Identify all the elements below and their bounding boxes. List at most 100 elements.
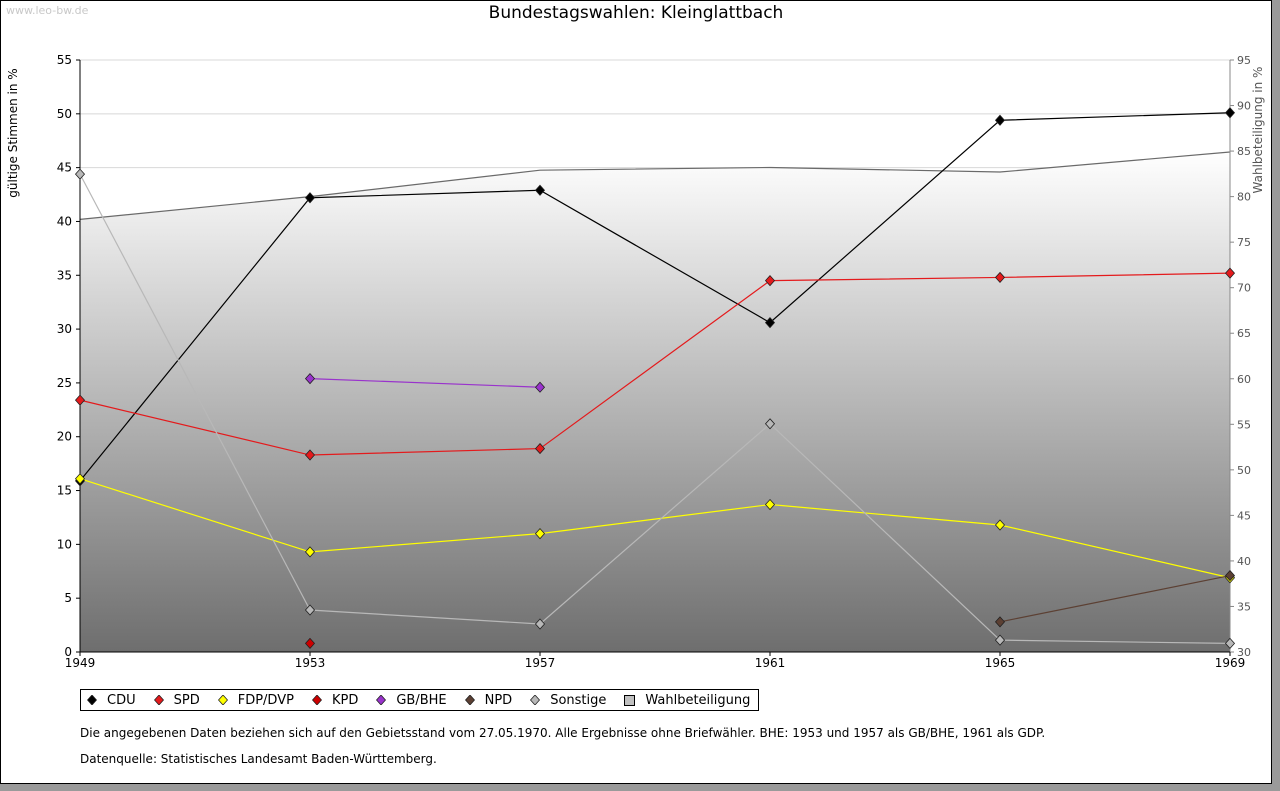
y2-tick-label-35: 35 [1237,600,1251,613]
marker-sonstige-1969 [1224,637,1236,649]
y2-tick-label-95: 95 [1237,54,1251,67]
marker-spd-1957 [534,442,546,455]
marker-cdu-1961 [764,317,776,329]
legend-item-fdp-dvp: FDP/DVP [217,692,294,708]
legend-marker-gb-bhe [376,695,387,705]
y-tick-label-0: 0 [64,645,72,659]
marker-kpd-1953 [304,637,316,649]
legend-label-sonstige: Sonstige [550,692,607,708]
series-line-gb-bhe-0 [309,378,541,388]
x-tick-label-1965: 1965 [985,656,1016,670]
x-tick-label-1969: 1969 [1215,656,1246,670]
y-tick-label-30: 30 [57,322,72,336]
y2-tick-label-65: 65 [1237,327,1251,340]
marker-gb-bhe-1953 [304,373,316,385]
marker-spd-1949 [74,394,86,406]
series-line-npd-0 [999,574,1231,623]
y-tick-label-15: 15 [57,484,72,498]
y-tick-label-50: 50 [57,107,72,121]
y-tick-label-5: 5 [64,591,72,605]
y2-tick-label-80: 80 [1237,191,1251,204]
y2-tick-label-70: 70 [1237,282,1251,295]
marker-fdp-dvp-1961 [764,498,776,511]
legend-item-wahlbeteiligung: Wahlbeteiligung [624,693,750,708]
legend-item-sonstige: Sonstige [530,693,606,708]
chart-title: Bundestagswahlen: Kleinglattbach [488,3,784,23]
series-line-fdp-dvp-0 [79,478,1231,579]
marker-cdu-1957 [534,184,546,196]
y2-tick-label-55: 55 [1237,418,1251,431]
axes: 0 5 10 15 20 25 30 35 40 45 50 55 30 35 40 45 50 55 60 65 70… [57,53,1251,670]
legend-marker-wahlbeteiligung [624,694,636,706]
legend-label-kpd: KPD [331,692,359,708]
legend-label-wahlbeteiligung: Wahlbeteiligung [645,692,751,708]
y2-tick-label-75: 75 [1237,236,1251,249]
marker-sonstige-1949 [74,168,86,180]
legend-marker-kpd [311,695,322,705]
legend-item-spd: SPD [153,692,200,708]
y-axis-label: gültige Stimmen in % [6,68,20,197]
x-tick-label-1957: 1957 [525,656,556,670]
marker-fdp-dvp-1953 [304,546,316,558]
y-tick-label-55: 55 [57,53,72,67]
marker-spd-1969 [1224,267,1236,279]
x-tick-label-1953: 1953 [295,656,326,670]
y2-tick-label-40: 40 [1237,555,1251,568]
legend-marker-cdu [87,695,97,705]
legend-item-gb-bhe: GB/BHE [376,692,447,708]
legend-label-gb-bhe: GB/BHE [396,692,447,708]
legend-label-npd: NPD [484,692,513,708]
marker-spd-1961 [764,275,776,287]
y2-tick-label-30: 30 [1237,646,1251,659]
y-tick-label-10: 10 [57,537,72,551]
marker-gb-bhe-1957 [534,381,546,393]
turnout-line [79,151,1231,220]
series-line-spd-0 [79,272,1231,456]
series-line-cdu-0 [79,112,1231,482]
y2-tick-label-45: 45 [1237,509,1251,522]
legend-label-cdu: CDU [107,692,136,708]
y2-tick-label-85: 85 [1237,145,1251,158]
y2-axis-label: Wahlbeteiligung in % [1251,67,1265,194]
footnote-datenquelle: Datenquelle: Statistisches Landesamt Bad… [80,752,437,766]
marker-npd-1965 [994,616,1006,628]
x-tick-label-1949: 1949 [65,656,96,670]
y-tick-label-25: 25 [57,376,72,390]
legend-marker-spd [153,695,164,705]
marker-cdu-1965 [994,114,1006,126]
legend-label-fdp-dvp: FDP/DVP [237,692,294,708]
marker-sonstige-1961 [764,418,776,430]
marker-cdu-1969 [1224,107,1236,119]
legend-item-cdu: CDU [87,693,136,708]
marker-sonstige-1965 [994,634,1006,646]
legend-item-kpd: KPD [311,692,359,708]
legend-marker-npd [464,695,475,705]
marker-fdp-dvp-1957 [534,528,546,540]
legend-marker-fdp-dvp [217,695,228,705]
y2-tick-label-50: 50 [1237,464,1251,477]
y2-tick-label-60: 60 [1237,373,1251,386]
turnout-area-fill [80,151,1230,653]
marker-fdp-dvp-1949 [74,473,86,485]
footnote-gebietsstand: Die angegebenen Daten beziehen sich auf … [80,726,1046,740]
series-line-sonstige-0 [79,173,1231,644]
marker-spd-1953 [304,449,316,461]
y-tick-label-35: 35 [57,268,72,282]
marker-cdu-1953 [304,192,316,204]
watermark: www.leo-bw.de [6,4,89,17]
legend-label-spd: SPD [173,692,200,708]
chart-svg: 0 5 10 15 20 25 30 35 40 45 50 55 30 35 40 45 50 55 60 65 70… [6,53,1265,670]
marker-spd-1965 [994,271,1006,284]
marker-sonstige-1957 [534,618,546,630]
legend-marker-sonstige [530,695,541,705]
y2-tick-label-90: 90 [1237,100,1251,113]
turnout-area [79,151,1231,653]
marker-sonstige-1953 [304,604,316,616]
marker-npd-1969 [1224,569,1236,582]
series-markers [74,107,1236,649]
marker-fdp-dvp-1965 [994,519,1006,531]
y-tick-label-40: 40 [57,214,72,228]
series-lines [79,112,1231,644]
legend-item-npd: NPD [464,692,513,708]
x-tick-label-1961: 1961 [755,656,786,670]
